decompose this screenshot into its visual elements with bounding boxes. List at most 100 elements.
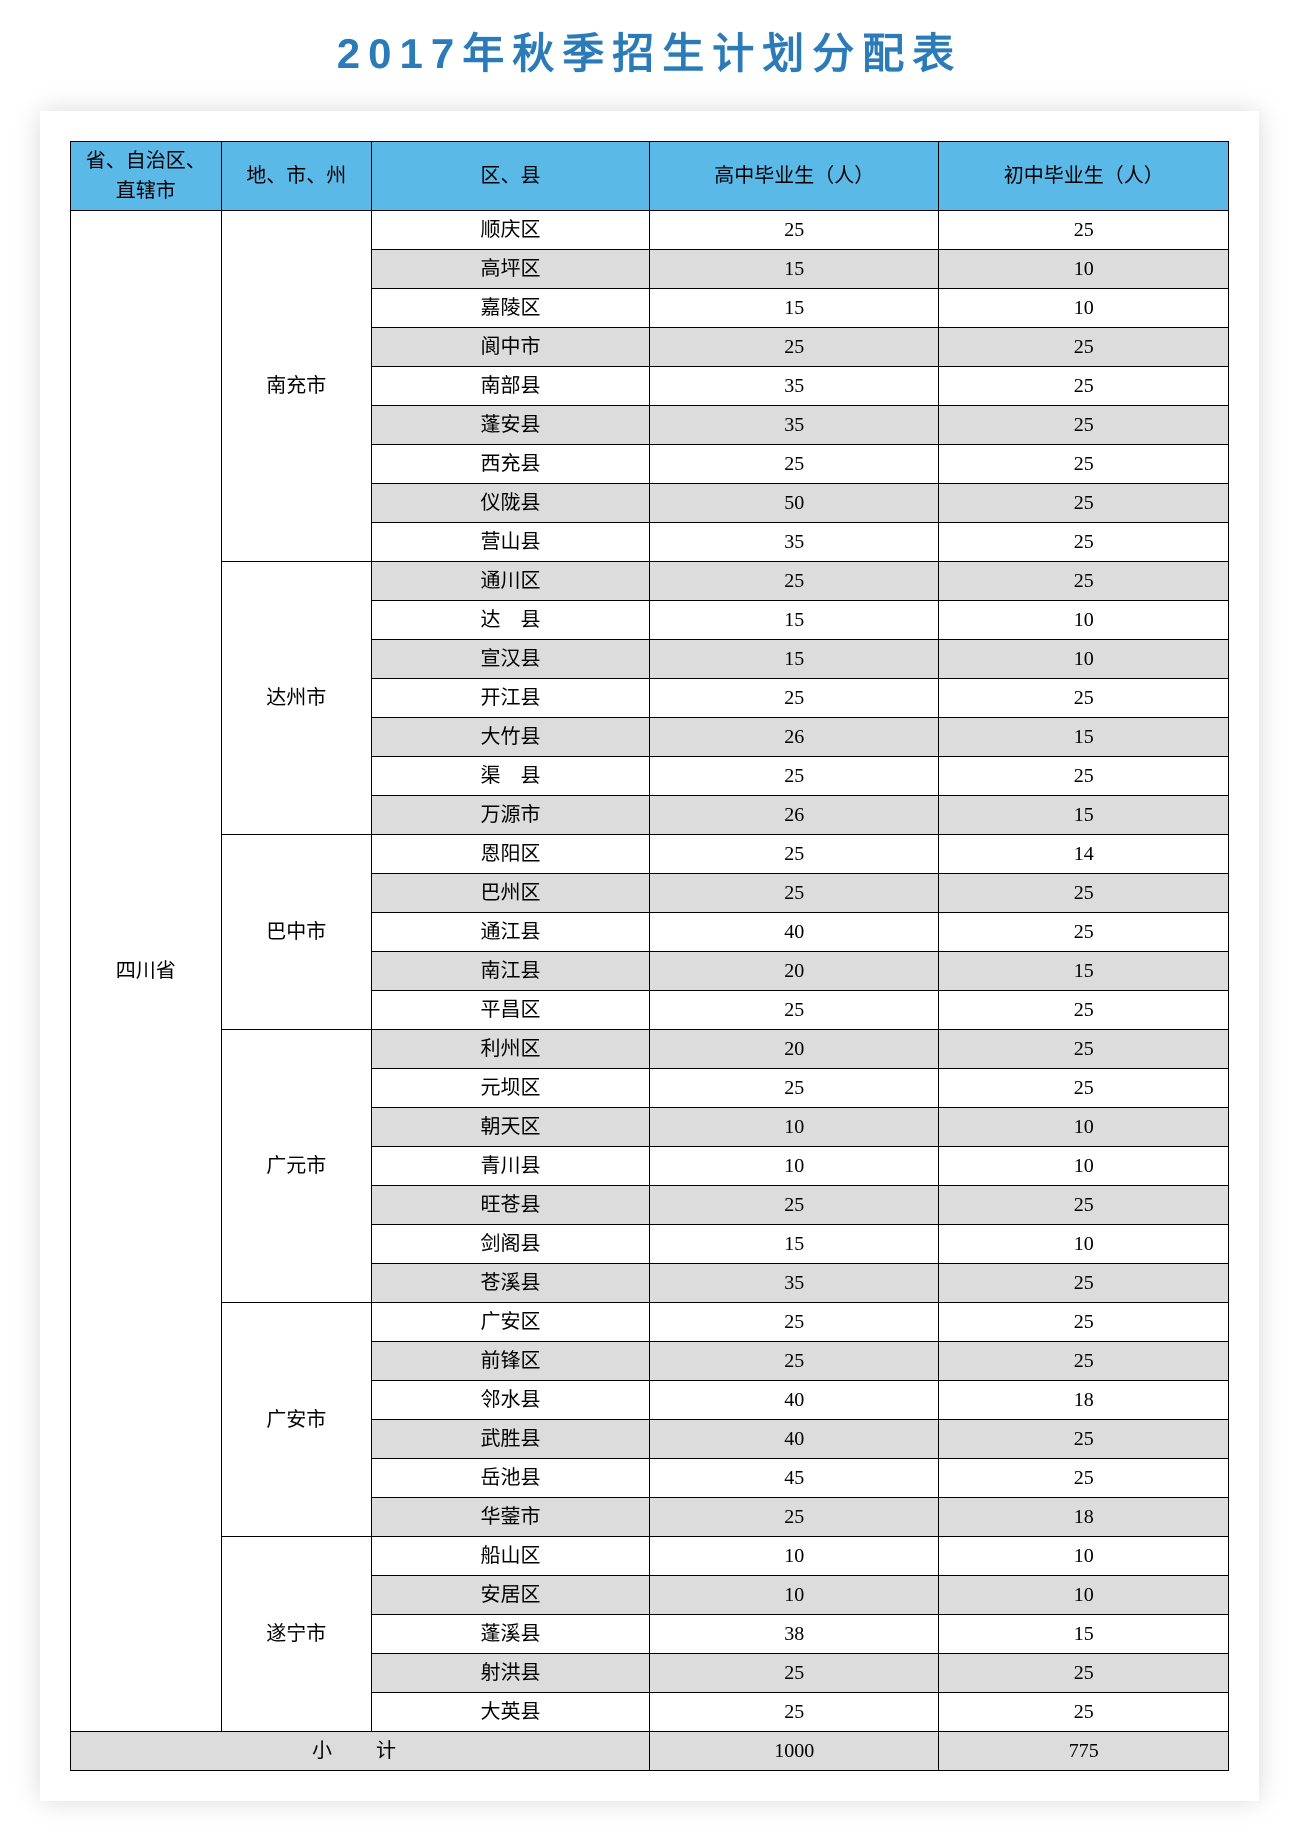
province-cell: 四川省	[71, 211, 222, 1732]
table-body: 四川省南充市顺庆区2525高坪区1510嘉陵区1510阆中市2525南部县352…	[71, 211, 1229, 1771]
middleschool-cell: 25	[939, 1264, 1229, 1303]
middleschool-cell: 25	[939, 874, 1229, 913]
county-cell: 利州区	[372, 1030, 650, 1069]
middleschool-cell: 25	[939, 757, 1229, 796]
page-title: 2017年秋季招生计划分配表	[0, 0, 1299, 111]
col-highschool: 高中毕业生（人）	[649, 142, 939, 211]
highschool-cell: 40	[649, 1420, 939, 1459]
highschool-cell: 25	[649, 562, 939, 601]
county-cell: 营山县	[372, 523, 650, 562]
county-cell: 朝天区	[372, 1108, 650, 1147]
highschool-cell: 25	[649, 1498, 939, 1537]
highschool-cell: 25	[649, 991, 939, 1030]
middleschool-cell: 25	[939, 1420, 1229, 1459]
highschool-cell: 35	[649, 1264, 939, 1303]
middleschool-cell: 25	[939, 1303, 1229, 1342]
middleschool-cell: 15	[939, 952, 1229, 991]
middleschool-cell: 10	[939, 250, 1229, 289]
county-cell: 安居区	[372, 1576, 650, 1615]
city-cell: 遂宁市	[221, 1537, 372, 1732]
middleschool-cell: 25	[939, 484, 1229, 523]
highschool-cell: 10	[649, 1147, 939, 1186]
col-county: 区、县	[372, 142, 650, 211]
county-cell: 南江县	[372, 952, 650, 991]
highschool-cell: 25	[649, 1069, 939, 1108]
county-cell: 射洪县	[372, 1654, 650, 1693]
table-row: 广安市广安区2525	[71, 1303, 1229, 1342]
county-cell: 岳池县	[372, 1459, 650, 1498]
county-cell: 元坝区	[372, 1069, 650, 1108]
highschool-cell: 25	[649, 874, 939, 913]
highschool-cell: 10	[649, 1537, 939, 1576]
county-cell: 青川县	[372, 1147, 650, 1186]
middleschool-cell: 25	[939, 1654, 1229, 1693]
highschool-cell: 35	[649, 523, 939, 562]
table-row: 四川省南充市顺庆区2525	[71, 211, 1229, 250]
highschool-cell: 15	[649, 640, 939, 679]
highschool-cell: 15	[649, 601, 939, 640]
highschool-cell: 25	[649, 1654, 939, 1693]
county-cell: 通川区	[372, 562, 650, 601]
county-cell: 高坪区	[372, 250, 650, 289]
table-row: 广元市利州区2025	[71, 1030, 1229, 1069]
highschool-cell: 20	[649, 1030, 939, 1069]
county-cell: 通江县	[372, 913, 650, 952]
highschool-cell: 15	[649, 1225, 939, 1264]
middleschool-cell: 25	[939, 445, 1229, 484]
highschool-cell: 26	[649, 718, 939, 757]
subtotal-ms: 775	[939, 1732, 1229, 1771]
highschool-cell: 20	[649, 952, 939, 991]
city-cell: 巴中市	[221, 835, 372, 1030]
county-cell: 万源市	[372, 796, 650, 835]
county-cell: 苍溪县	[372, 1264, 650, 1303]
highschool-cell: 25	[649, 328, 939, 367]
county-cell: 达 县	[372, 601, 650, 640]
county-cell: 顺庆区	[372, 211, 650, 250]
table-header-row: 省、自治区、直辖市 地、市、州 区、县 高中毕业生（人） 初中毕业生（人）	[71, 142, 1229, 211]
middleschool-cell: 25	[939, 367, 1229, 406]
county-cell: 大竹县	[372, 718, 650, 757]
highschool-cell: 25	[649, 445, 939, 484]
city-cell: 广元市	[221, 1030, 372, 1303]
county-cell: 南部县	[372, 367, 650, 406]
middleschool-cell: 25	[939, 1459, 1229, 1498]
middleschool-cell: 10	[939, 1147, 1229, 1186]
county-cell: 华蓥市	[372, 1498, 650, 1537]
middleschool-cell: 25	[939, 913, 1229, 952]
highschool-cell: 15	[649, 250, 939, 289]
middleschool-cell: 10	[939, 1225, 1229, 1264]
middleschool-cell: 10	[939, 1108, 1229, 1147]
table-row: 达州市通川区2525	[71, 562, 1229, 601]
county-cell: 渠 县	[372, 757, 650, 796]
county-cell: 旺苍县	[372, 1186, 650, 1225]
county-cell: 蓬溪县	[372, 1615, 650, 1654]
subtotal-label: 小 计	[71, 1732, 650, 1771]
highschool-cell: 25	[649, 1693, 939, 1732]
subtotal-hs: 1000	[649, 1732, 939, 1771]
county-cell: 恩阳区	[372, 835, 650, 874]
col-city: 地、市、州	[221, 142, 372, 211]
middleschool-cell: 18	[939, 1498, 1229, 1537]
highschool-cell: 10	[649, 1108, 939, 1147]
county-cell: 巴州区	[372, 874, 650, 913]
county-cell: 邻水县	[372, 1381, 650, 1420]
county-cell: 剑阁县	[372, 1225, 650, 1264]
county-cell: 前锋区	[372, 1342, 650, 1381]
highschool-cell: 35	[649, 367, 939, 406]
county-cell: 船山区	[372, 1537, 650, 1576]
table-row: 遂宁市船山区1010	[71, 1537, 1229, 1576]
middleschool-cell: 25	[939, 1069, 1229, 1108]
middleschool-cell: 15	[939, 718, 1229, 757]
middleschool-cell: 10	[939, 1537, 1229, 1576]
county-cell: 开江县	[372, 679, 650, 718]
county-cell: 广安区	[372, 1303, 650, 1342]
highschool-cell: 25	[649, 1303, 939, 1342]
county-cell: 平昌区	[372, 991, 650, 1030]
middleschool-cell: 25	[939, 406, 1229, 445]
middleschool-cell: 15	[939, 796, 1229, 835]
col-province: 省、自治区、直辖市	[71, 142, 222, 211]
county-cell: 嘉陵区	[372, 289, 650, 328]
table-container: 省、自治区、直辖市 地、市、州 区、县 高中毕业生（人） 初中毕业生（人） 四川…	[40, 111, 1259, 1801]
highschool-cell: 25	[649, 757, 939, 796]
county-cell: 阆中市	[372, 328, 650, 367]
